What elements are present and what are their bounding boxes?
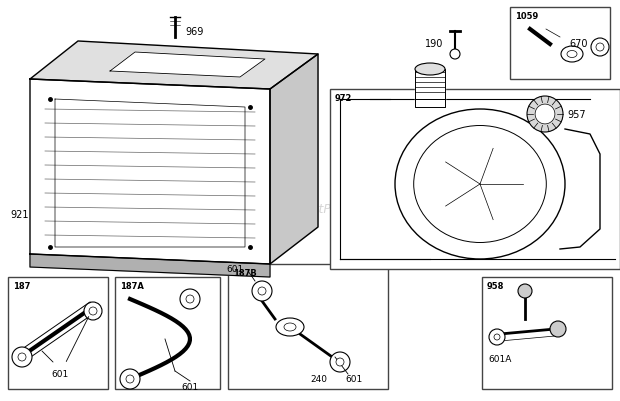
Polygon shape <box>415 100 445 108</box>
Polygon shape <box>110 53 265 78</box>
Ellipse shape <box>567 51 577 59</box>
Text: 601: 601 <box>51 369 69 378</box>
Text: 969: 969 <box>185 27 203 37</box>
Text: 972: 972 <box>335 94 352 103</box>
Bar <box>228 264 388 389</box>
Ellipse shape <box>414 126 546 243</box>
Text: 670: 670 <box>570 39 588 49</box>
Circle shape <box>84 302 102 320</box>
Circle shape <box>126 375 134 383</box>
Text: 957: 957 <box>567 110 586 120</box>
Circle shape <box>336 358 344 366</box>
Polygon shape <box>30 80 270 264</box>
Ellipse shape <box>415 64 445 76</box>
Bar <box>510 8 610 80</box>
Bar <box>330 90 620 269</box>
Circle shape <box>489 329 505 345</box>
Text: eReplacementParts.com: eReplacementParts.com <box>234 202 386 215</box>
Text: 958: 958 <box>487 281 505 290</box>
Circle shape <box>12 347 32 367</box>
Ellipse shape <box>284 323 296 331</box>
Bar <box>8 277 108 389</box>
Text: 187: 187 <box>13 281 30 290</box>
Ellipse shape <box>276 318 304 336</box>
Text: 1059: 1059 <box>515 12 538 21</box>
Text: 601A: 601A <box>488 354 511 363</box>
Circle shape <box>180 289 200 309</box>
Text: 240: 240 <box>310 374 327 383</box>
Text: 187B: 187B <box>233 268 257 277</box>
Ellipse shape <box>561 47 583 63</box>
Bar <box>482 277 612 389</box>
Text: 921: 921 <box>10 209 29 219</box>
Text: 601: 601 <box>182 382 198 391</box>
Circle shape <box>527 97 563 133</box>
Polygon shape <box>55 100 245 247</box>
Text: 187A: 187A <box>120 281 144 290</box>
Circle shape <box>450 50 460 60</box>
Circle shape <box>186 295 194 303</box>
Polygon shape <box>415 70 445 100</box>
Circle shape <box>494 334 500 340</box>
Circle shape <box>591 39 609 57</box>
Circle shape <box>535 105 555 125</box>
Circle shape <box>550 321 566 337</box>
Circle shape <box>89 307 97 315</box>
Text: 190: 190 <box>425 39 443 49</box>
Text: 601: 601 <box>345 374 362 383</box>
Circle shape <box>596 44 604 52</box>
Circle shape <box>258 287 266 295</box>
Circle shape <box>518 284 532 298</box>
Circle shape <box>330 352 350 372</box>
Circle shape <box>18 353 26 361</box>
Polygon shape <box>30 42 318 90</box>
Polygon shape <box>270 55 318 264</box>
Ellipse shape <box>395 110 565 259</box>
Circle shape <box>120 369 140 389</box>
Bar <box>115 277 220 389</box>
Circle shape <box>252 281 272 301</box>
Text: 601: 601 <box>227 265 244 274</box>
Polygon shape <box>30 254 270 277</box>
